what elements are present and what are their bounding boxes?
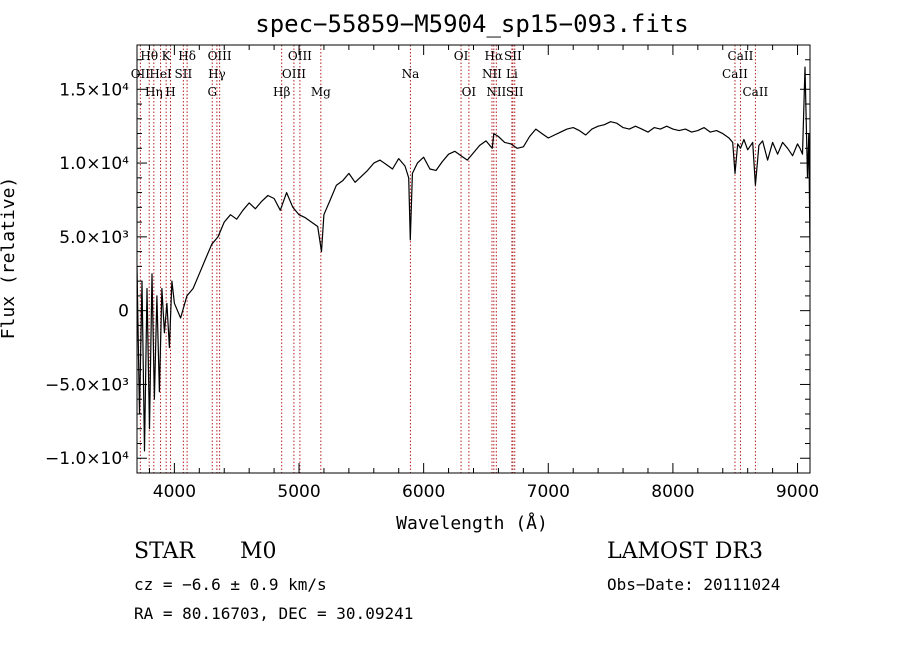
x-axis-label: Wavelength (Å) — [396, 512, 548, 534]
line-label: OIII — [208, 49, 232, 63]
line-label: Hδ — [178, 49, 196, 63]
line-label: SII — [506, 85, 524, 99]
subclass: M0 — [240, 539, 277, 564]
line-label: Hβ — [273, 85, 290, 99]
line-label: Hγ — [208, 67, 226, 81]
line-label: Mg — [311, 85, 331, 99]
survey-name: LAMOST DR3 — [607, 539, 763, 564]
line-label: CaII — [728, 49, 754, 63]
line-label: OII — [131, 67, 151, 81]
line-label: Hα — [485, 49, 504, 63]
line-label: OIII — [282, 67, 306, 81]
line-label: Hη — [145, 85, 163, 99]
y-axis-label: Flux (relative) — [0, 177, 19, 340]
x-tick-label: 4000 — [153, 482, 196, 502]
plot-frame — [136, 44, 811, 474]
line-label: SII — [504, 49, 522, 63]
line-label: OI — [462, 85, 477, 99]
line-label: CaII — [742, 85, 768, 99]
object-class: STAR — [134, 539, 195, 564]
y-tick-label: 1.0×10⁴ — [59, 154, 129, 174]
line-label: HeI — [149, 67, 172, 81]
line-label: Li — [506, 67, 518, 81]
obs-date: Obs−Date: 20111024 — [607, 575, 781, 594]
y-tick-label: −1.0×10⁴ — [45, 449, 129, 469]
x-tick-label: 5000 — [277, 482, 320, 502]
chart-title: spec−55859−M5904_sp15−093.fits — [255, 10, 688, 38]
line-label: SII — [175, 67, 193, 81]
line-label: K — [162, 49, 172, 63]
x-tick-label: 6000 — [402, 482, 445, 502]
line-label: NII — [482, 67, 502, 81]
x-tick-label: 7000 — [527, 482, 570, 502]
y-tick-label: 1.5×10⁴ — [59, 80, 129, 100]
x-tick-label: 9000 — [776, 482, 819, 502]
x-tick-label: 8000 — [651, 482, 694, 502]
y-tick-label: −5.0×10³ — [45, 375, 129, 395]
y-tick-label: 5.0×10³ — [59, 228, 129, 248]
line-label: OIII — [288, 49, 312, 63]
line-label: OI — [454, 49, 469, 63]
spectrum-series — [137, 66, 810, 452]
line-label: NII — [486, 85, 506, 99]
line-label: CaII — [722, 67, 748, 81]
coordinates: RA = 80.16703, DEC = 30.09241 — [134, 604, 414, 623]
line-label: H — [165, 85, 175, 99]
line-label: G — [207, 85, 217, 99]
line-label: Hθ — [140, 49, 158, 63]
line-label: Na — [402, 67, 420, 81]
redshift-value: cz = −6.6 ± 0.9 km/s — [134, 575, 327, 594]
y-tick-label: 0 — [118, 302, 129, 322]
